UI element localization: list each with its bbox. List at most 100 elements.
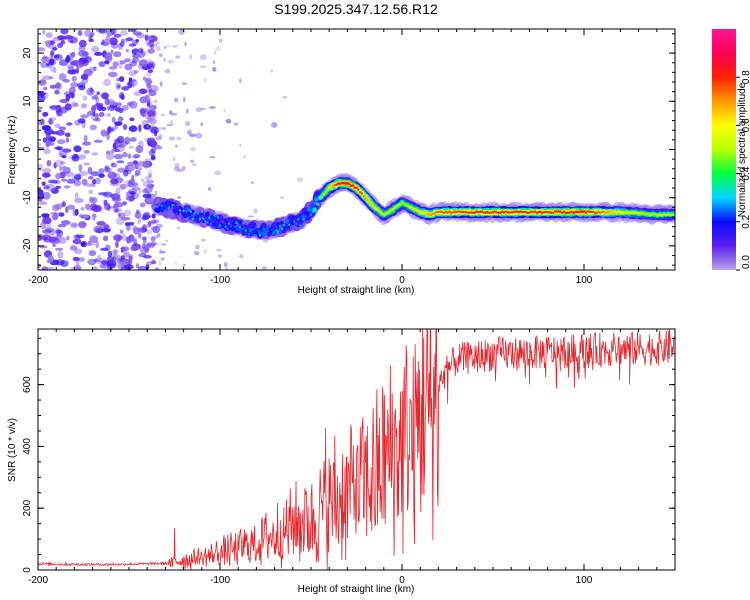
ridge-cell [550, 211, 553, 214]
noise-blob [223, 262, 228, 268]
noise-blob [200, 65, 206, 69]
noise-blob [60, 29, 69, 35]
ridge-cell [340, 181, 343, 185]
noise-blob [138, 59, 148, 67]
noise-blob [102, 259, 107, 267]
ridge-cell [189, 210, 192, 213]
noise-blob [125, 190, 135, 199]
noise-blob [42, 86, 48, 91]
noise-blob [154, 144, 162, 150]
noise-blob [115, 145, 125, 153]
noise-blob [135, 39, 139, 43]
ridge-cell [217, 216, 220, 219]
ridge-cell [466, 211, 469, 214]
noise-blob [147, 198, 153, 203]
noise-blob [71, 101, 78, 108]
noise-blob [56, 130, 65, 136]
noise-blob [43, 236, 48, 241]
noise-blob [80, 103, 88, 109]
ridge-cell [552, 211, 555, 215]
noise-blob [87, 111, 94, 116]
ridge-cell [167, 206, 171, 209]
noise-blob [187, 129, 192, 135]
noise-blob [75, 67, 80, 74]
ridge-cell [666, 213, 669, 216]
noise-blob [65, 93, 71, 102]
noise-blob [49, 236, 59, 242]
ridge-cell [289, 225, 293, 229]
noise-blob [181, 82, 187, 85]
noise-blob [83, 150, 90, 154]
ridge-cell [522, 210, 526, 214]
noise-blob [103, 78, 111, 87]
ridge-cell [308, 214, 311, 218]
noise-blob [68, 86, 76, 95]
ridge-cell [553, 210, 557, 213]
snr-frame [37, 328, 676, 571]
ridge-cell [635, 211, 638, 215]
noise-blob [137, 266, 148, 270]
ridge-cell [202, 217, 205, 221]
ridge-cell [577, 210, 580, 214]
noise-blob [98, 192, 108, 196]
ridge-cell [191, 217, 194, 221]
noise-blob [47, 255, 54, 263]
noise-blob [42, 137, 47, 143]
ridge-cell [511, 211, 515, 214]
noise-blob [225, 118, 232, 124]
noise-blob [212, 66, 217, 72]
noise-blob [74, 208, 79, 216]
ridge-cell [200, 210, 203, 214]
ridge-cell [440, 210, 444, 214]
ridge-cell [515, 210, 518, 213]
ridge-cell [331, 185, 334, 188]
noise-blob [173, 166, 180, 172]
ridge-cell [652, 213, 655, 216]
noise-blob [111, 116, 116, 123]
ridge-cell [322, 193, 325, 196]
noise-blob [127, 153, 132, 159]
noise-blob [166, 44, 171, 48]
noise-blob [123, 251, 131, 258]
noise-blob [133, 90, 142, 97]
noise-blob [150, 219, 157, 224]
noise-blob [174, 162, 180, 169]
noise-blob [69, 245, 78, 251]
noise-blob [129, 236, 138, 244]
noise-blob [48, 58, 55, 66]
noise-blob [147, 59, 153, 65]
ridge-cell [572, 211, 575, 214]
noise-blob [91, 204, 102, 213]
noise-blob [203, 77, 208, 83]
ridge-cell [643, 212, 646, 216]
noise-blob [98, 29, 107, 34]
ridge-cell [222, 224, 225, 227]
ridge-cell [300, 222, 303, 225]
noise-blob [147, 82, 151, 86]
noise-blob [243, 155, 246, 158]
noise-blob [57, 251, 64, 259]
ridge-cell [546, 210, 549, 214]
ridge-cell [541, 211, 544, 214]
noise-blob [159, 146, 163, 150]
ridge-cell [426, 213, 429, 216]
noise-blob [71, 75, 77, 82]
noise-blob [183, 97, 186, 102]
noise-blob [110, 104, 116, 109]
ridge-cell [204, 220, 207, 223]
ridge-cell [280, 227, 283, 230]
noise-blob [128, 70, 137, 77]
noise-blob [143, 124, 151, 130]
ridge-cell [373, 206, 376, 209]
ridge-cell [599, 211, 602, 215]
ridge-cell [561, 211, 564, 215]
ridge-cell [157, 203, 160, 206]
noise-blob [219, 210, 224, 215]
noise-blob [133, 31, 142, 36]
ridge-cell [593, 211, 597, 214]
noise-blob [149, 186, 154, 190]
noise-blob [97, 105, 104, 111]
noise-blob [270, 68, 273, 73]
ridge-cell [437, 210, 440, 214]
noise-blob [42, 111, 49, 117]
